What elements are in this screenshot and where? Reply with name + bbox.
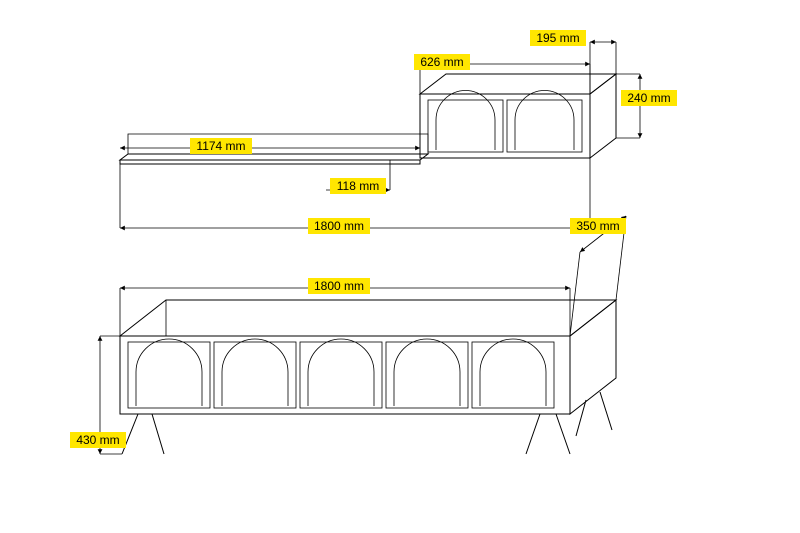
tv-board-body [120,300,616,414]
lower-dimensions [100,216,626,454]
lower-unit [100,216,626,454]
tv-board-legs [122,392,612,454]
dimension-labels: 195 mm 626 mm 240 mm 1174 mm 118 mm 1800 mm 35… [70,30,677,448]
upper-unit [120,42,640,228]
dim-label-d430: 430 mm [76,433,119,447]
tv-board-doors [128,339,554,408]
dim-label-d626: 626 mm [420,55,463,69]
dim-label-d350: 350 mm [576,219,619,233]
upper-cabinet-doors [428,91,582,153]
upper-shelf [120,134,428,164]
dim-label-d195: 195 mm [536,31,579,45]
technical-drawing: 195 mm 626 mm 240 mm 1174 mm 118 mm 1800 mm 35… [0,0,800,533]
dim-label-d1800a: 1800 mm [314,219,364,233]
dim-label-d240: 240 mm [627,91,670,105]
upper-dimensions [120,42,640,228]
dim-label-d1800b: 1800 mm [314,279,364,293]
dim-label-d1174: 1174 mm [196,139,245,153]
dim-label-d118: 118 mm [337,179,379,193]
upper-cabinet [420,74,616,158]
